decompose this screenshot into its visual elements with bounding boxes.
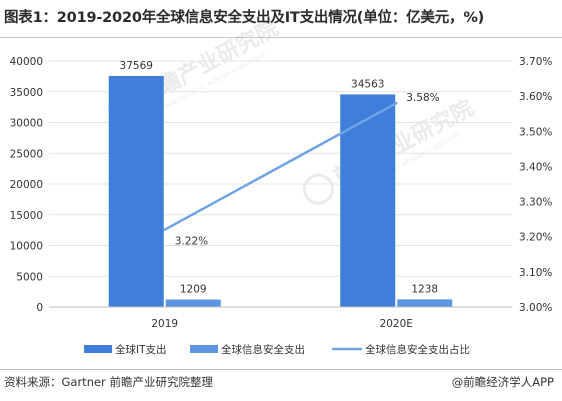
bar-it-spend: [108, 75, 164, 307]
y-right-tick-label: 3.50%: [519, 126, 552, 138]
watermark-ring: [303, 173, 335, 205]
y-right-tick-label: 3.10%: [519, 267, 552, 279]
bar-value-label: 1238: [411, 283, 438, 295]
x-tick-label: 2019: [151, 318, 178, 330]
y-axis-right: 3.00% 3.10% 3.20% 3.30% 3.40% 3.50% 3.60% 3.70%: [519, 56, 552, 314]
legend-swatch-bar: [190, 345, 218, 353]
y-right-tick-label: 3.20%: [519, 232, 552, 244]
y-left-tick-label: 15000: [10, 210, 43, 222]
y-left-tick-label: 30000: [10, 118, 43, 130]
legend-label: 全球信息安全支出占比: [365, 343, 470, 356]
y-axis-left: 0 5000 10000 15000 20000 25000 30000 35000 40000: [10, 56, 43, 314]
y-right-tick-label: 3.70%: [519, 56, 552, 68]
line-value-label: 3.58%: [406, 92, 439, 104]
bar-value-label: 1209: [180, 284, 207, 296]
line-value-label: 3.22%: [175, 236, 208, 248]
legend-label: 全球信息安全支出: [221, 343, 305, 356]
bar-it-spend: [340, 94, 396, 307]
bar-security-spend: [165, 299, 221, 307]
source-note: 资料来源：Gartner 前瞻产业研究院整理: [4, 375, 213, 389]
title-divider: [0, 37, 562, 38]
y-left-tick-label: 5000: [16, 271, 43, 283]
bar-value-label: 37569: [120, 60, 153, 72]
footer-divider: [0, 369, 562, 370]
bar-value-label: 34563: [351, 78, 384, 90]
y-left-tick-label: 40000: [10, 56, 43, 68]
brand-credit: @前瞻经济学人APP: [451, 375, 554, 389]
line-series: [163, 101, 398, 231]
share-line: [163, 101, 398, 231]
y-left-tick-label: 25000: [10, 148, 43, 160]
data-labels: 37569 1209 34563 1238 3.22% 3.58%: [120, 60, 440, 296]
y-right-tick-label: 3.00%: [519, 302, 552, 314]
legend-swatch-bar: [84, 345, 112, 353]
y-right-tick-label: 3.30%: [519, 197, 552, 209]
legend: 全球IT支出 全球信息安全支出 全球信息安全支出占比: [84, 343, 470, 356]
x-axis: 2019 2020E: [49, 306, 512, 330]
y-right-tick-label: 3.40%: [519, 161, 552, 173]
y-left-tick-label: 20000: [10, 179, 43, 191]
y-right-tick-label: 3.60%: [519, 91, 552, 103]
y-left-tick-label: 10000: [10, 241, 43, 253]
legend-label: 全球IT支出: [115, 343, 167, 356]
y-left-tick-label: 0: [36, 302, 43, 314]
bar-security-spend: [397, 299, 453, 307]
x-tick-label: 2020E: [380, 318, 413, 330]
y-left-tick-label: 35000: [10, 87, 43, 99]
chart-title: 图表1：2019-2020年全球信息安全支出及IT支出情况(单位：亿美元，%): [4, 10, 485, 26]
bar-series: [108, 75, 453, 307]
